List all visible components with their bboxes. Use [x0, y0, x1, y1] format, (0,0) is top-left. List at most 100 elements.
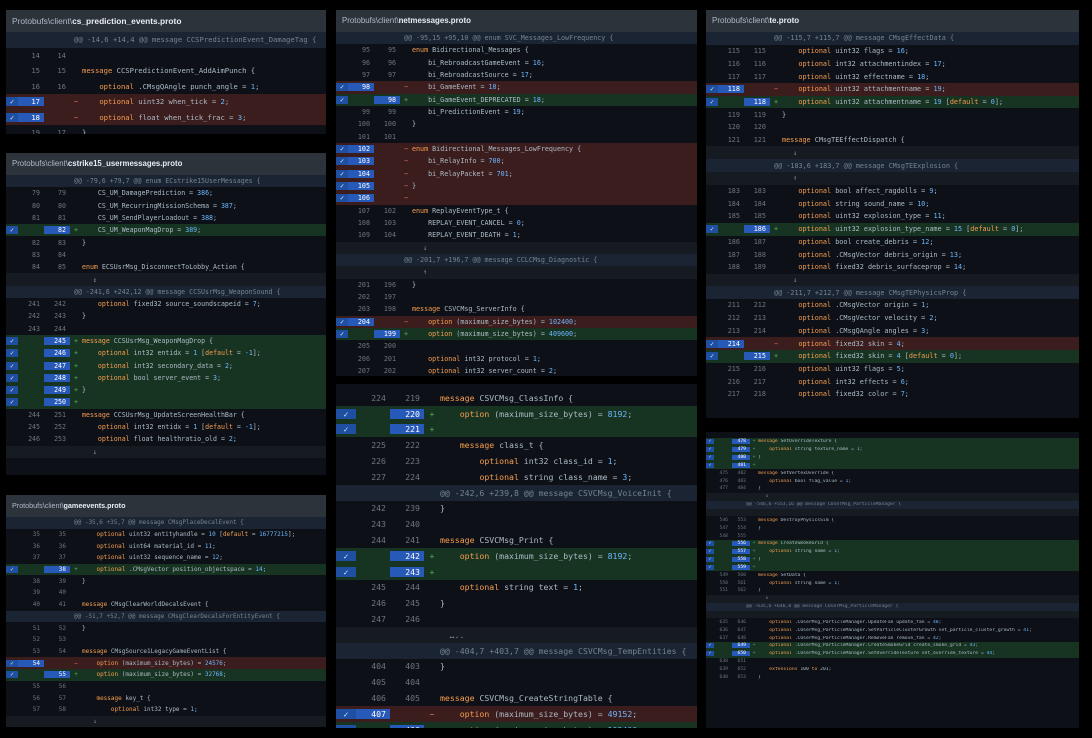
added-line[interactable]: ✓ 243 +: [336, 563, 697, 580]
added-line[interactable]: ✓ 650 + optional .CUserMsg_ParticleManager…: [706, 649, 1079, 658]
line-checkbox-checked-icon[interactable]: ✓: [6, 97, 18, 107]
line-checkbox-checked-icon[interactable]: ✓: [336, 550, 356, 561]
line-checkbox-checked-icon[interactable]: ✓: [6, 373, 18, 382]
line-checkbox-checked-icon[interactable]: ✓: [706, 564, 714, 570]
line-checkbox-checked-icon[interactable]: ✓: [6, 226, 18, 235]
line-checkbox-checked-icon[interactable]: ✓: [6, 386, 18, 395]
old-line-number: 81: [32, 214, 40, 223]
added-line[interactable]: ✓ 246 + optional int32 entidx = 1 [default…: [6, 347, 326, 360]
line-checkbox-checked-icon[interactable]: ✓: [706, 643, 714, 649]
deleted-line[interactable]: ✓ 104 − bi_RelayPacket = 701;: [336, 167, 697, 180]
line-checkbox-checked-icon[interactable]: ✓: [6, 361, 18, 370]
line-checkbox-checked-icon[interactable]: ✓: [336, 95, 348, 104]
deleted-line[interactable]: ✓ 18 − optional float when_tick_frac = 3;: [6, 109, 326, 125]
line-checkbox-checked-icon[interactable]: ✓: [706, 557, 714, 563]
added-line[interactable]: ✓ 118 + optional uint32 attachmentname = 1…: [706, 95, 1079, 109]
line-checkbox-checked-icon[interactable]: ✓: [336, 708, 356, 719]
expand-context-button[interactable]: [706, 508, 1079, 517]
added-line[interactable]: ✓ 186 + optional uint32 explosion_type_nam…: [706, 222, 1079, 236]
line-checkbox-checked-icon[interactable]: ✓: [6, 398, 18, 407]
added-line[interactable]: ✓ 249 +}: [6, 384, 326, 397]
line-checkbox-checked-icon[interactable]: ✓: [706, 97, 718, 106]
line-checkbox-checked-icon[interactable]: ✓: [336, 169, 348, 178]
added-line[interactable]: ✓ 557 + optional string name = 1;: [706, 547, 1079, 556]
line-checkbox-checked-icon[interactable]: ✓: [6, 112, 18, 122]
deleted-line[interactable]: ✓ 106 −: [336, 192, 697, 205]
added-line[interactable]: ✓ 556 + message CreateSmokeGrid {: [706, 539, 1079, 548]
added-line[interactable]: ✓ 406+ option (maximum_size_bytes) = 1024…: [336, 721, 697, 728]
line-checkbox-checked-icon[interactable]: ✓: [336, 157, 348, 166]
expand-context-button[interactable]: ↓: [336, 241, 697, 254]
deleted-line[interactable]: ✓ 98 − bi_GameEvent = 18;: [336, 81, 697, 94]
line-checkbox-checked-icon[interactable]: ✓: [336, 724, 356, 728]
added-line[interactable]: ✓ 250 +: [6, 396, 326, 409]
expand-context-button[interactable]: ↓: [706, 146, 1079, 160]
deleted-line[interactable]: ✓ 118 − optional uint32 attachmentname = 1…: [706, 82, 1079, 96]
added-line[interactable]: ✓ 478 + message SetOverrideTexture {: [706, 438, 1079, 446]
line-checkbox-checked-icon[interactable]: ✓: [6, 659, 18, 667]
line-checkbox-checked-icon[interactable]: ✓: [336, 424, 356, 435]
line-checkbox-checked-icon[interactable]: ✓: [706, 225, 718, 234]
line-checkbox-checked-icon[interactable]: ✓: [706, 541, 714, 547]
line-checkbox-checked-icon[interactable]: ✓: [336, 194, 348, 203]
added-line[interactable]: ✓ 98 + bi_GameEvent_DEPRECATED = 18;: [336, 93, 697, 106]
added-line[interactable]: ✓ 220 + option (maximum_size_bytes) = 8192…: [336, 405, 697, 422]
line-checkbox-checked-icon[interactable]: ✓: [6, 566, 18, 574]
added-line[interactable]: ✓ 242 + option (maximum_size_bytes) = 8192…: [336, 547, 697, 564]
added-line[interactable]: ✓ 480 +}: [706, 453, 1079, 462]
added-line[interactable]: ✓ 38 + optional .CMsgVector position_objec…: [6, 563, 326, 576]
line-checkbox-checked-icon[interactable]: ✓: [336, 317, 348, 326]
expand-context-button[interactable]: ↓: [6, 445, 326, 458]
deleted-line[interactable]: ✓ 214 − optional fixed32 skin = 4;: [706, 337, 1079, 350]
line-checkbox-checked-icon[interactable]: ✓: [6, 337, 18, 345]
added-line[interactable]: ✓ 559 +: [706, 563, 1079, 572]
deleted-line[interactable]: ✓ 103 − bi_RelayInfo = 700;: [336, 155, 697, 168]
plus-sign: +: [74, 337, 78, 345]
added-line[interactable]: ✓ 649 + optional .CUserMsg_ParticleManager…: [706, 641, 1079, 650]
expand-context-button[interactable]: [706, 610, 1079, 619]
added-line[interactable]: ✓ 221 +: [336, 421, 697, 438]
added-line[interactable]: ✓ 199 + option (maximum_size_bytes) = 4096…: [336, 327, 697, 341]
line-checkbox-checked-icon[interactable]: ✓: [706, 352, 718, 361]
line-checkbox-checked-icon[interactable]: ✓: [706, 447, 714, 453]
line-checkbox-checked-icon[interactable]: ✓: [706, 85, 718, 94]
added-line[interactable]: ✓ 215 + optional fixed32 skin = 4 [default…: [706, 349, 1079, 363]
line-checkbox-checked-icon[interactable]: ✓: [6, 671, 18, 679]
deleted-line[interactable]: ✓ 105 −}: [336, 179, 697, 193]
deleted-line[interactable]: ✓ 17 − optional uint32 when_tick = 2;: [6, 94, 326, 110]
added-line[interactable]: ✓ 245 + message CCSUsrMsg_WeaponMagDrop {: [6, 334, 326, 348]
line-checkbox-checked-icon[interactable]: ✓: [336, 566, 356, 577]
line-checkbox-checked-icon[interactable]: ✓: [706, 462, 714, 468]
deleted-line[interactable]: ✓ 54 − option (maximum_size_bytes) = 24576…: [6, 657, 326, 669]
line-checkbox-checked-icon[interactable]: ✓: [6, 349, 18, 358]
expand-context-button[interactable]: ↕: [706, 492, 1079, 501]
added-line[interactable]: ✓ 558 +}: [706, 555, 1079, 564]
added-line[interactable]: ✓ 55 + option (maximum_size_bytes) = 32768…: [6, 668, 326, 681]
line-checkbox-checked-icon[interactable]: ✓: [706, 651, 714, 657]
added-line[interactable]: ✓ 247 + optional int32 secondary_data = 2;: [6, 359, 326, 372]
deleted-line[interactable]: ✓ 407 − option (maximum_size_bytes) = 4915…: [336, 705, 697, 722]
added-line[interactable]: ✓ 82 + CS_UM_WeaponMagDrop = 389;: [6, 224, 326, 237]
context-line: 19 17}: [6, 125, 326, 134]
expand-context-button[interactable]: ↕: [706, 594, 1079, 603]
expand-context-button[interactable]: ↓: [706, 273, 1079, 287]
line-checkbox-checked-icon[interactable]: ✓: [706, 455, 714, 461]
expand-context-button[interactable]: ↑: [336, 266, 697, 279]
line-checkbox-checked-icon[interactable]: ✓: [336, 330, 348, 339]
added-line[interactable]: ✓ 479 + optional string texture_name = 1;: [706, 445, 1079, 454]
line-checkbox-checked-icon[interactable]: ✓: [706, 439, 714, 445]
expand-context-button[interactable]: ↓: [6, 715, 326, 727]
line-checkbox-checked-icon[interactable]: ✓: [336, 83, 348, 92]
deleted-line[interactable]: ✓ 102 − enum Bidirectional_Messages_LowFreq…: [336, 142, 697, 156]
expand-context-button[interactable]: ↑: [706, 171, 1079, 185]
deleted-line[interactable]: ✓ 204 − option (maximum_size_bytes) = 1024…: [336, 315, 697, 328]
added-line[interactable]: ✓ 481 +: [706, 461, 1079, 470]
added-line[interactable]: ✓ 248 + optional bool server_event = 3;: [6, 371, 326, 385]
expand-context-button[interactable]: ↕: [6, 273, 326, 286]
line-checkbox-checked-icon[interactable]: ✓: [706, 549, 714, 555]
line-checkbox-checked-icon[interactable]: ✓: [336, 182, 348, 191]
line-checkbox-checked-icon[interactable]: ✓: [336, 408, 356, 419]
expand-context-button[interactable]: …..: [336, 626, 697, 643]
line-checkbox-checked-icon[interactable]: ✓: [706, 339, 718, 348]
line-checkbox-checked-icon[interactable]: ✓: [336, 145, 348, 154]
